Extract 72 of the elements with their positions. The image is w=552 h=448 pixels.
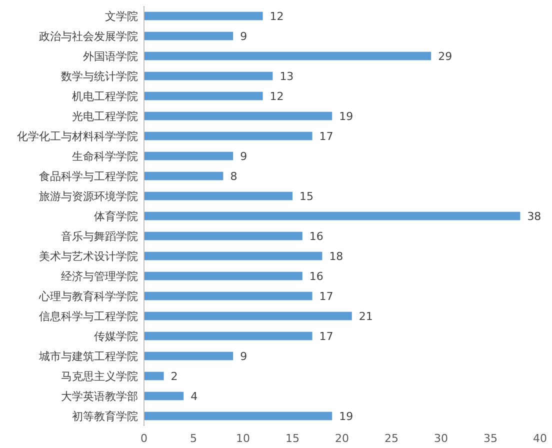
x-tick-label: 35 bbox=[484, 432, 498, 445]
data-label: 8 bbox=[230, 170, 238, 183]
x-tick-label: 5 bbox=[190, 432, 197, 445]
bar bbox=[144, 332, 312, 340]
bar bbox=[144, 52, 432, 60]
data-label: 16 bbox=[309, 270, 324, 283]
bar bbox=[144, 312, 352, 320]
y-tick-label: 文学院 bbox=[105, 10, 138, 23]
bar bbox=[144, 152, 234, 160]
data-label: 21 bbox=[358, 310, 373, 323]
y-tick-label: 外国语学院 bbox=[83, 50, 138, 63]
x-tick-label: 30 bbox=[434, 432, 448, 445]
data-label: 19 bbox=[339, 410, 354, 423]
data-label: 38 bbox=[527, 210, 542, 223]
y-tick-label: 城市与建筑工程学院 bbox=[38, 350, 138, 363]
y-tick-label: 美术与艺术设计学院 bbox=[39, 250, 138, 263]
y-tick-label: 数学与统计学院 bbox=[61, 70, 138, 83]
data-label: 19 bbox=[339, 110, 354, 123]
y-tick-label: 音乐与舞蹈学院 bbox=[61, 230, 138, 243]
bar bbox=[144, 412, 332, 420]
x-tick-label: 25 bbox=[384, 432, 398, 445]
y-tick-label: 传媒学院 bbox=[94, 330, 138, 343]
data-label: 2 bbox=[170, 370, 178, 383]
bar bbox=[144, 32, 234, 40]
bar bbox=[144, 92, 263, 100]
data-label: 9 bbox=[240, 30, 248, 43]
bar bbox=[144, 272, 302, 280]
bar bbox=[144, 252, 322, 260]
bar bbox=[144, 392, 184, 400]
data-label: 17 bbox=[319, 330, 334, 343]
data-label: 13 bbox=[280, 70, 294, 83]
bar bbox=[144, 372, 164, 380]
y-tick-label: 食品科学与工程学院 bbox=[39, 170, 138, 183]
data-label: 17 bbox=[319, 290, 334, 303]
bar bbox=[144, 352, 234, 360]
y-tick-label: 经济与管理学院 bbox=[61, 270, 138, 283]
bar bbox=[144, 192, 292, 200]
bar bbox=[144, 132, 312, 140]
bar bbox=[144, 72, 273, 80]
bar bbox=[144, 212, 520, 220]
x-tick-label: 0 bbox=[140, 432, 148, 445]
data-label: 12 bbox=[270, 10, 284, 23]
bar bbox=[144, 112, 332, 120]
data-label: 29 bbox=[438, 50, 452, 63]
x-tick-label: 10 bbox=[236, 432, 250, 445]
y-tick-label: 化学化工与材料科学学院 bbox=[17, 130, 138, 143]
y-tick-label: 体育学院 bbox=[94, 210, 138, 223]
bar bbox=[144, 292, 312, 300]
y-tick-label: 光电工程学院 bbox=[72, 110, 138, 123]
x-tick-label: 40 bbox=[533, 432, 547, 445]
x-tick-label: 15 bbox=[286, 432, 300, 445]
data-label: 18 bbox=[329, 250, 344, 263]
data-label: 15 bbox=[300, 190, 314, 203]
data-label: 17 bbox=[319, 130, 334, 143]
y-tick-label: 心理与教育科学学院 bbox=[38, 290, 138, 303]
bar bbox=[144, 12, 263, 20]
data-label: 12 bbox=[270, 90, 284, 103]
data-label: 4 bbox=[190, 390, 198, 403]
x-tick-label: 20 bbox=[335, 432, 349, 445]
y-tick-label: 马克思主义学院 bbox=[61, 370, 138, 383]
data-label: 9 bbox=[240, 350, 248, 363]
data-label: 9 bbox=[240, 150, 248, 163]
y-tick-label: 旅游与资源环境学院 bbox=[39, 190, 138, 203]
y-tick-label: 机电工程学院 bbox=[72, 90, 138, 103]
data-label: 16 bbox=[309, 230, 324, 243]
bar bbox=[144, 172, 224, 180]
y-tick-label: 初等教育学院 bbox=[72, 410, 138, 423]
y-tick-label: 生命科学学院 bbox=[72, 150, 138, 163]
y-tick-label: 政治与社会发展学院 bbox=[39, 30, 138, 43]
bar bbox=[144, 232, 302, 240]
y-tick-label: 大学英语教学部 bbox=[61, 390, 138, 403]
y-tick-label: 信息科学与工程学院 bbox=[39, 310, 138, 323]
